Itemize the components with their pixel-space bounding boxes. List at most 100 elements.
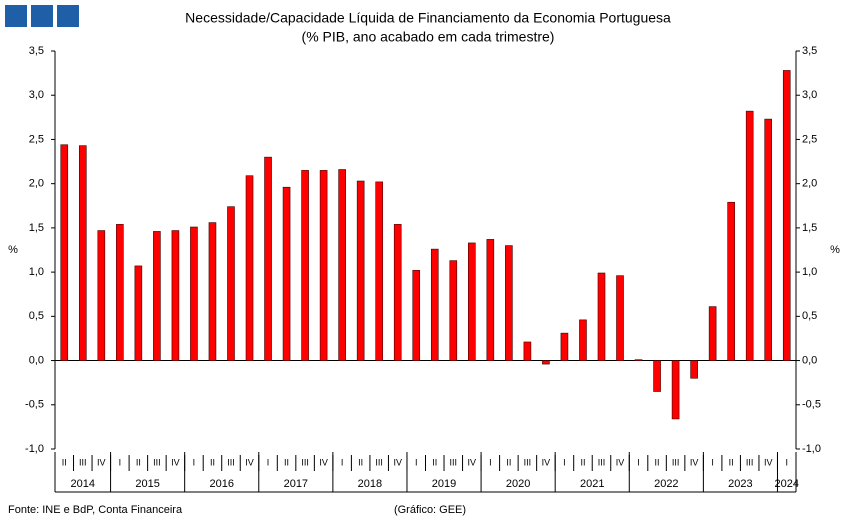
bar xyxy=(227,206,235,361)
y-tick-label: 0,0 xyxy=(29,354,44,366)
bar xyxy=(393,224,402,361)
y2-axis-label: % xyxy=(830,244,840,256)
y2-tick-label: -0,5 xyxy=(802,399,821,411)
x-tick-label: III xyxy=(672,457,680,467)
x-tick-label: I xyxy=(415,457,418,467)
bar xyxy=(505,245,513,361)
x-tick-label: I xyxy=(489,457,492,467)
year-label: 2021 xyxy=(580,478,604,490)
bar xyxy=(208,222,217,361)
year-label: 2023 xyxy=(728,478,752,490)
x-tick-label: III xyxy=(746,457,754,467)
bar xyxy=(708,306,717,361)
bar xyxy=(78,145,87,361)
source: Fonte: INE e BdP, Conta Financeira xyxy=(8,504,183,516)
bar xyxy=(171,230,180,361)
year-label: 2014 xyxy=(71,478,95,490)
x-tick-label: III xyxy=(301,457,309,467)
y2-tick-label: 2,0 xyxy=(802,178,817,190)
x-tick-label: IV xyxy=(97,457,106,467)
bar xyxy=(264,156,272,361)
bar xyxy=(579,319,587,361)
x-tick-label: I xyxy=(637,457,640,467)
x-tick-label: II xyxy=(432,457,437,467)
x-tick-label: IV xyxy=(171,457,180,467)
y-tick-label: 1,0 xyxy=(29,266,44,278)
bar xyxy=(597,272,606,361)
bar xyxy=(153,231,161,361)
year-label: 2022 xyxy=(654,478,678,490)
bar xyxy=(634,359,643,361)
y-tick-label: 0,5 xyxy=(29,310,44,322)
bar xyxy=(97,230,106,361)
bar xyxy=(134,265,143,361)
x-tick-label: IV xyxy=(542,457,551,467)
bar xyxy=(190,226,198,361)
x-tick-label: IV xyxy=(616,457,625,467)
x-tick-label: III xyxy=(153,457,161,467)
year-label: 2018 xyxy=(358,478,382,490)
x-tick-label: I xyxy=(711,457,714,467)
bar xyxy=(764,118,773,361)
bar xyxy=(560,332,569,361)
bar xyxy=(412,270,421,361)
bar xyxy=(486,239,495,361)
y-tick-label: 2,0 xyxy=(29,178,44,190)
x-tick-label: I xyxy=(563,457,566,467)
credit: (Gráfico: GEE) xyxy=(394,504,466,516)
y-tick-label: -0,5 xyxy=(25,399,44,411)
bar xyxy=(338,169,346,361)
year-label: 2019 xyxy=(432,478,456,490)
logo-block xyxy=(5,5,27,27)
bar xyxy=(727,201,735,361)
x-tick-label: IV xyxy=(690,457,699,467)
bar xyxy=(468,242,476,361)
x-tick-label: III xyxy=(227,457,235,467)
bar xyxy=(245,175,254,361)
year-label: 2015 xyxy=(135,478,159,490)
bar xyxy=(60,144,69,361)
logo-block xyxy=(31,5,53,27)
x-tick-label: II xyxy=(729,457,734,467)
bar xyxy=(375,181,383,361)
bar xyxy=(671,360,680,420)
logo-block xyxy=(57,5,79,27)
y2-tick-label: 1,0 xyxy=(802,266,817,278)
x-tick-label: I xyxy=(193,457,196,467)
bar xyxy=(449,260,458,361)
bar xyxy=(319,170,328,361)
bar xyxy=(542,360,550,365)
x-tick-label: I xyxy=(267,457,270,467)
x-tick-label: I xyxy=(119,457,122,467)
y2-tick-label: 3,0 xyxy=(802,89,817,101)
bar xyxy=(745,110,754,361)
x-tick-label: II xyxy=(506,457,511,467)
y-axis-label: % xyxy=(8,244,18,256)
x-tick-label: I xyxy=(341,457,344,467)
bar xyxy=(356,180,365,361)
x-tick-label: III xyxy=(375,457,383,467)
bar xyxy=(430,248,439,361)
chart-title: Necessidade/Capacidade Líquida de Financ… xyxy=(185,10,671,26)
year-label: 2024 xyxy=(774,478,798,490)
y2-tick-label: 0,5 xyxy=(802,310,817,322)
x-tick-label: IV xyxy=(319,457,328,467)
x-tick-label: IV xyxy=(245,457,254,467)
y-tick-label: 3,0 xyxy=(29,89,44,101)
year-label: 2020 xyxy=(506,478,530,490)
y2-tick-label: 0,0 xyxy=(802,354,817,366)
x-tick-label: I xyxy=(785,457,788,467)
y-tick-label: 2,5 xyxy=(29,133,44,145)
bar xyxy=(282,186,291,361)
year-label: 2016 xyxy=(209,478,233,490)
bar xyxy=(523,341,532,361)
year-label: 2017 xyxy=(284,478,308,490)
y-tick-label: -1,0 xyxy=(25,443,44,455)
y2-tick-label: 3,5 xyxy=(802,45,817,57)
bar xyxy=(116,224,124,361)
y2-tick-label: 1,5 xyxy=(802,222,817,234)
x-tick-label: IV xyxy=(468,457,477,467)
bar xyxy=(690,360,698,379)
x-tick-label: II xyxy=(62,457,67,467)
